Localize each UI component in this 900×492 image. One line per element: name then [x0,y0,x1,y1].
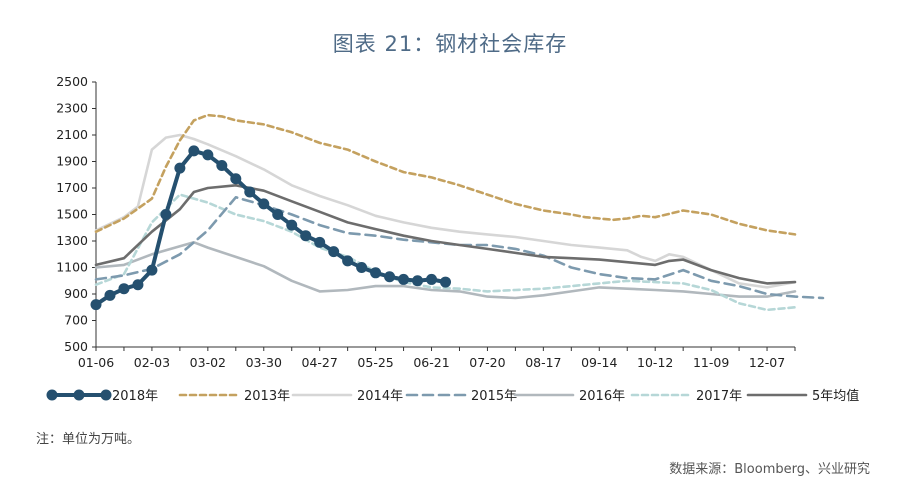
y-tick-label: 500 [64,339,88,354]
data-point-2018年 [356,262,368,273]
x-tick-label: 12-07 [749,355,785,370]
data-point-2018年 [146,264,158,276]
y-tick-label: 700 [64,313,88,328]
data-point-2018年 [188,145,200,157]
x-tick-label: 09-14 [581,355,617,370]
x-tick-label: 03-30 [246,355,282,370]
x-tick-label: 10-12 [637,355,673,370]
x-tick-label: 07-20 [469,355,505,370]
data-point-2018年 [258,198,270,210]
legend-marker [46,389,58,401]
legend-label-2018年: 2018年 [112,389,158,404]
unit-note: 注：单位为万吨。 [36,432,141,447]
x-tick-label: 05-25 [357,355,393,370]
data-point-2018年 [174,162,186,174]
axes: 500 700 900 1100 1300 1500 1700 1900 2100 2300 250… [56,74,796,370]
data-point-2018年 [272,209,284,220]
data-point-2018年 [160,209,172,220]
data-point-2018年 [132,279,144,291]
x-tick-label: 04-27 [302,355,338,370]
series-line-2014年 [94,133,797,289]
data-point-2018年 [244,186,256,198]
y-tick-label: 1900 [56,154,88,169]
y-tick-label: 1100 [56,260,88,275]
series-line-2016年 [94,241,797,300]
data-point-2018年 [300,230,312,242]
y-tick-label: 1700 [56,180,88,195]
y-tick-label: 1500 [56,207,88,222]
series-line-5年均值 [94,184,797,285]
data-point-2018年 [370,267,382,279]
data-point-2018年 [104,289,116,301]
x-tick-label: 03-02 [190,355,226,370]
data-point-2018年 [216,159,228,171]
data-source: 数据来源：Bloomberg、兴业研究 [669,462,870,477]
data-point-2018年 [342,255,354,267]
y-tick-label: 2100 [56,127,88,142]
y-tick-label: 2500 [56,74,88,89]
x-tick-label: 11-09 [693,355,729,370]
y-tick-label: 2300 [56,101,88,116]
legend: 2018年 2013年 2014年 2015年 2016年 2017年 5年均值 [46,388,859,404]
chart-title: 图表 21：钢材社会库存 [332,32,568,56]
legend-label-5年均值: 5年均值 [812,388,859,404]
plot-area [90,113,825,312]
x-tick-label: 01-06 [78,355,114,370]
x-tick-label: 08-17 [525,355,561,370]
legend-label-2017年: 2017年 [696,389,742,404]
series-line-2015年 [94,196,825,300]
legend-marker [100,389,112,401]
x-tick-label: 06-21 [413,355,449,370]
y-tick-label: 900 [64,286,88,301]
data-point-2018年 [118,283,130,295]
data-point-2018年 [384,271,396,283]
legend-label-2014年: 2014年 [357,389,403,404]
data-point-2018年 [202,149,214,161]
data-point-2018年 [426,273,438,285]
data-point-2018年 [398,273,410,285]
data-point-2018年 [230,173,242,185]
data-point-2018年 [328,246,340,258]
data-point-2018年 [412,275,424,287]
data-point-2018年 [314,236,326,248]
legend-marker [73,389,85,401]
legend-label-2016年: 2016年 [579,389,625,404]
data-point-2018年 [286,219,298,231]
x-tick-label: 02-03 [134,355,170,370]
series-line-2013年 [94,113,797,236]
y-tick-label: 1300 [56,233,88,248]
series-line-2017年 [94,193,797,312]
legend-label-2013年: 2013年 [244,389,290,404]
legend-label-2015年: 2015年 [471,389,517,404]
data-point-2018年 [440,276,451,288]
data-point-2018年 [90,299,102,311]
